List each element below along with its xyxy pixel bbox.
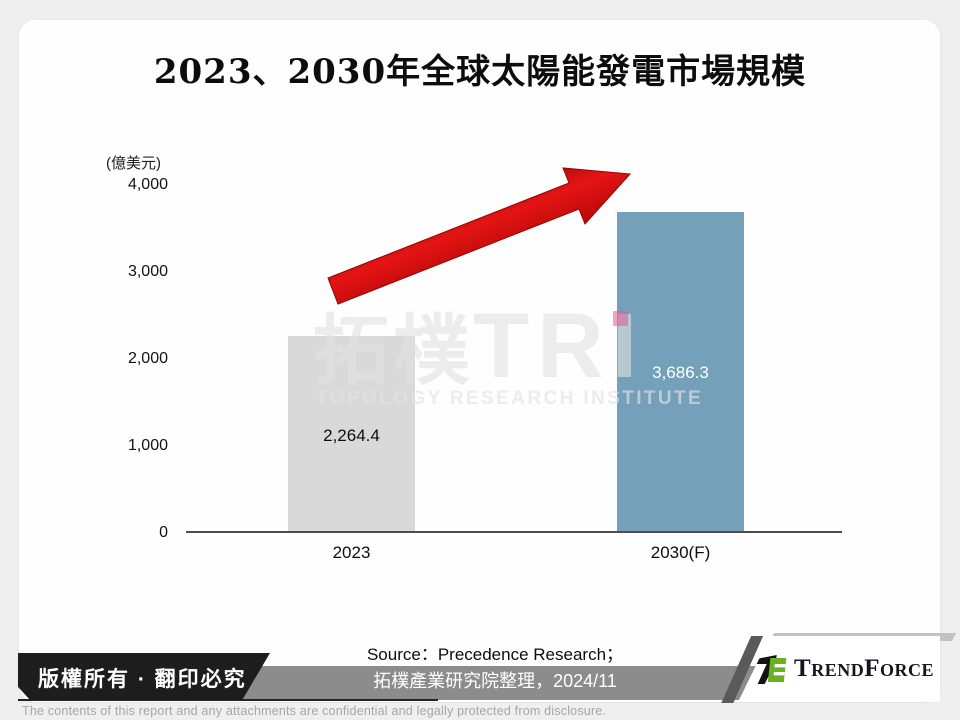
bar-2023 (288, 336, 415, 533)
footer-divider-line (18, 699, 438, 701)
trendforce-brand-label: TrendForce (794, 655, 934, 682)
watermark-logo-text: 拓樸TRI (313, 300, 645, 392)
y-axis-unit-label: (億美元) (106, 155, 161, 172)
watermark-cjk: 拓樸 (313, 309, 473, 394)
watermark-subtitle: TOPOLOGY RESEARCH INSTITUTE (316, 388, 704, 409)
x-axis-label-2030: 2030(F) (650, 543, 711, 562)
bar-value-label-2023: 2,264.4 (323, 426, 380, 445)
page-title: 2023、2030年全球太陽能發電市場規模 (153, 52, 807, 92)
y-tick-label: 2,000 (127, 350, 168, 367)
watermark-latin: TRI (473, 295, 646, 397)
x-axis-line (186, 531, 842, 533)
pink-marker-square (613, 311, 628, 326)
y-tick-label: 0 (159, 524, 168, 541)
bar-2030 (617, 212, 744, 533)
y-tick-label: 3,000 (127, 263, 168, 280)
source-line-1: Source：Precedence Research； (366, 645, 624, 664)
y-tick-label: 1,000 (127, 437, 168, 454)
bar-value-label-2030: 3,686.3 (652, 363, 709, 382)
trendforce-panel: TrendForce (738, 636, 940, 702)
disclaimer-bar: The contents of this report and any atta… (0, 703, 960, 720)
copyright-banner: 版權所有 · 翻印必究 (18, 653, 270, 700)
disclaimer-text: The contents of this report and any atta… (22, 704, 607, 718)
x-axis-label-2023: 2023 (332, 543, 371, 562)
source-block: Source：Precedence Research； 拓樸產業研究院整理，20… (300, 644, 690, 696)
y-tick-label: 4,000 (127, 176, 168, 193)
source-line-2: 拓樸產業研究院整理，2024/11 (373, 671, 617, 691)
trendforce-logo-icon (755, 655, 787, 684)
copyright-label: 版權所有 · 翻印必究 (38, 668, 247, 691)
slide-card (19, 20, 940, 702)
